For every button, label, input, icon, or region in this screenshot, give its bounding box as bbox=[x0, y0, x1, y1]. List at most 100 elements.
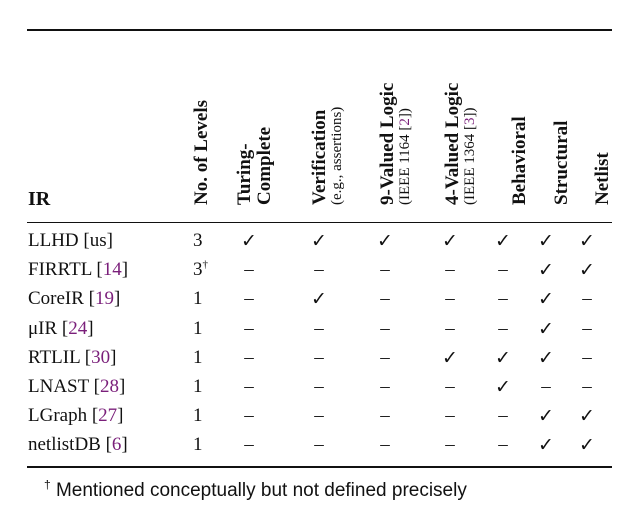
dash-icon: – bbox=[380, 376, 390, 397]
citation-link[interactable]: 6 bbox=[111, 434, 122, 455]
ir-name-text: LNAST [ bbox=[28, 376, 100, 397]
ir-name-suffix: ] bbox=[121, 434, 128, 455]
levels-value: 1 bbox=[193, 405, 203, 426]
ir-name: netlistDB [6] bbox=[28, 434, 128, 456]
check-icon: ✓ bbox=[442, 230, 458, 252]
ir-name-suffix: ] bbox=[110, 347, 117, 368]
ir-name-suffix: ] bbox=[117, 405, 124, 426]
sublabel-prefix: (IEEE 1364 [ bbox=[462, 125, 478, 205]
dash-icon: – bbox=[445, 259, 455, 280]
citation-link[interactable]: 14 bbox=[102, 259, 122, 280]
dash-icon: – bbox=[380, 318, 390, 339]
header-sublabel: (IEEE 1164 [2]) bbox=[397, 83, 413, 205]
footnote-mark: † bbox=[44, 477, 51, 492]
footnote-mark: † bbox=[202, 258, 209, 271]
levels-cell: 1 bbox=[193, 434, 203, 456]
check-icon: ✓ bbox=[538, 230, 554, 252]
dash-icon: – bbox=[314, 259, 324, 280]
levels-value: 3 bbox=[193, 230, 203, 251]
header-label: Turing- bbox=[234, 143, 255, 205]
dash-icon: – bbox=[380, 434, 390, 455]
levels-value: 1 bbox=[193, 288, 203, 309]
dash-icon: – bbox=[314, 318, 324, 339]
check-icon: ✓ bbox=[241, 230, 257, 252]
dash-icon: – bbox=[498, 318, 508, 339]
mid-rule bbox=[27, 222, 612, 223]
dash-icon: – bbox=[445, 318, 455, 339]
sublabel-suffix: ]) bbox=[462, 107, 478, 118]
check-icon: ✓ bbox=[538, 434, 554, 456]
check-icon: ✓ bbox=[579, 230, 595, 252]
check-icon: ✓ bbox=[442, 347, 458, 369]
dash-icon: – bbox=[380, 405, 390, 426]
dash-icon: – bbox=[582, 347, 592, 368]
citation-link[interactable]: 28 bbox=[99, 376, 119, 397]
ir-name: FIRRTL [14] bbox=[28, 259, 128, 281]
dash-icon: – bbox=[582, 376, 592, 397]
levels-cell: 1 bbox=[193, 318, 203, 340]
check-icon: ✓ bbox=[311, 288, 327, 310]
ir-name-suffix: ] bbox=[121, 259, 129, 280]
dash-icon: – bbox=[314, 434, 324, 455]
ir-name-text: netlistDB [ bbox=[28, 434, 112, 455]
levels-value: 1 bbox=[193, 434, 203, 455]
levels-cell: 1 bbox=[193, 376, 203, 398]
header-label: Netlist bbox=[592, 152, 613, 205]
citation-link[interactable]: 2 bbox=[397, 118, 413, 126]
check-icon: ✓ bbox=[311, 230, 327, 252]
ir-name-text: RTLIL [ bbox=[28, 347, 92, 368]
dash-icon: – bbox=[498, 405, 508, 426]
dash-icon: – bbox=[244, 347, 254, 368]
levels-cell: 3 bbox=[193, 230, 203, 252]
header-label: Verification bbox=[309, 109, 330, 205]
header-label: Structural bbox=[551, 120, 572, 205]
ir-name-text: FIRRTL [ bbox=[28, 259, 103, 280]
citation-link[interactable]: 19 bbox=[95, 288, 115, 309]
check-icon: ✓ bbox=[538, 288, 554, 310]
dash-icon: – bbox=[244, 405, 254, 426]
citation-link[interactable]: 3 bbox=[462, 117, 478, 126]
dash-icon: – bbox=[314, 376, 324, 397]
dash-icon: – bbox=[445, 405, 455, 426]
check-icon: ✓ bbox=[579, 405, 595, 427]
ir-name-suffix: ] bbox=[118, 376, 126, 397]
check-icon: ✓ bbox=[579, 259, 595, 281]
header-ir: IR bbox=[28, 188, 51, 210]
check-icon: ✓ bbox=[538, 405, 554, 427]
ir-name-text: LLHD [us] bbox=[28, 230, 113, 251]
dash-icon: – bbox=[380, 347, 390, 368]
levels-cell: 1 bbox=[193, 347, 203, 369]
ir-name: μIR [24] bbox=[28, 318, 94, 340]
levels-cell: 3† bbox=[193, 259, 208, 281]
dash-icon: – bbox=[498, 434, 508, 455]
dash-icon: – bbox=[582, 318, 592, 339]
check-icon: ✓ bbox=[495, 230, 511, 252]
levels-cell: 1 bbox=[193, 405, 203, 427]
levels-value: 1 bbox=[193, 376, 203, 397]
check-icon: ✓ bbox=[579, 434, 595, 456]
citation-link[interactable]: 30 bbox=[91, 347, 111, 368]
footnote-text: Mentioned conceptually but not defined p… bbox=[55, 480, 467, 501]
ir-name-suffix: ] bbox=[114, 288, 121, 309]
levels-cell: 1 bbox=[193, 288, 203, 310]
ir-name-text: μIR [ bbox=[28, 318, 69, 339]
dash-icon: – bbox=[380, 259, 390, 280]
check-icon: ✓ bbox=[495, 347, 511, 369]
dash-icon: – bbox=[314, 405, 324, 426]
dash-icon: – bbox=[445, 434, 455, 455]
header-label: Behavioral bbox=[509, 116, 530, 205]
sublabel-prefix: (IEEE 1164 [ bbox=[397, 125, 413, 205]
citation-link[interactable]: 24 bbox=[68, 318, 88, 339]
ir-name: LNAST [28] bbox=[28, 376, 125, 398]
ir-name-text: CoreIR [ bbox=[28, 288, 96, 309]
ir-name-text: LGraph [ bbox=[28, 405, 99, 426]
levels-value: 1 bbox=[193, 318, 203, 339]
dash-icon: – bbox=[244, 288, 254, 309]
ir-name: LLHD [us] bbox=[28, 230, 113, 252]
levels-value: 1 bbox=[193, 347, 203, 368]
dash-icon: – bbox=[244, 376, 254, 397]
citation-link[interactable]: 27 bbox=[98, 405, 118, 426]
check-icon: ✓ bbox=[538, 318, 554, 340]
header-label-line2: Complete bbox=[254, 126, 275, 205]
dash-icon: – bbox=[244, 259, 254, 280]
